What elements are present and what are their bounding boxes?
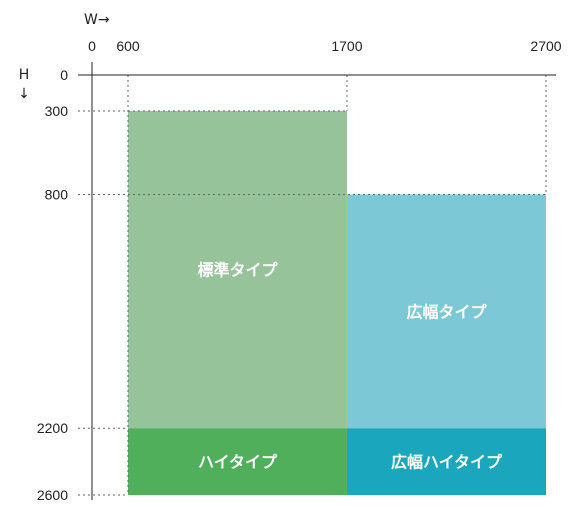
- ticks-layer: 0 600 1700 2700 0 300 800 2200 2600: [37, 38, 562, 503]
- guides-layer: [78, 75, 547, 496]
- x-tick-2700: 2700: [530, 38, 561, 54]
- region-label-wide: 広幅タイプ: [406, 302, 487, 321]
- regions-layer: [128, 111, 546, 495]
- region-wide: [346, 194, 546, 429]
- x-tick-1700: 1700: [331, 38, 362, 54]
- x-axis-label: W→: [84, 12, 110, 28]
- y-axis-arrow: ↓: [18, 86, 30, 102]
- region-standard: [128, 111, 347, 429]
- y-tick-0: 0: [60, 67, 68, 83]
- region-label-standard: 標準タイプ: [197, 261, 278, 280]
- y-tick-2200: 2200: [37, 420, 68, 436]
- region-label-high: ハイタイプ: [198, 453, 278, 472]
- y-tick-800: 800: [45, 186, 69, 202]
- region-label-wide-high: 広幅ハイタイプ: [391, 453, 503, 472]
- axes-layer: W→ H ↓: [18, 12, 556, 500]
- region-wide-high: [346, 428, 546, 495]
- region-high: [128, 428, 347, 495]
- y-tick-2600: 2600: [37, 487, 68, 503]
- x-tick-600: 600: [116, 38, 140, 54]
- x-tick-0: 0: [88, 38, 96, 54]
- y-tick-300: 300: [45, 103, 69, 119]
- y-axis-label: H: [19, 67, 30, 83]
